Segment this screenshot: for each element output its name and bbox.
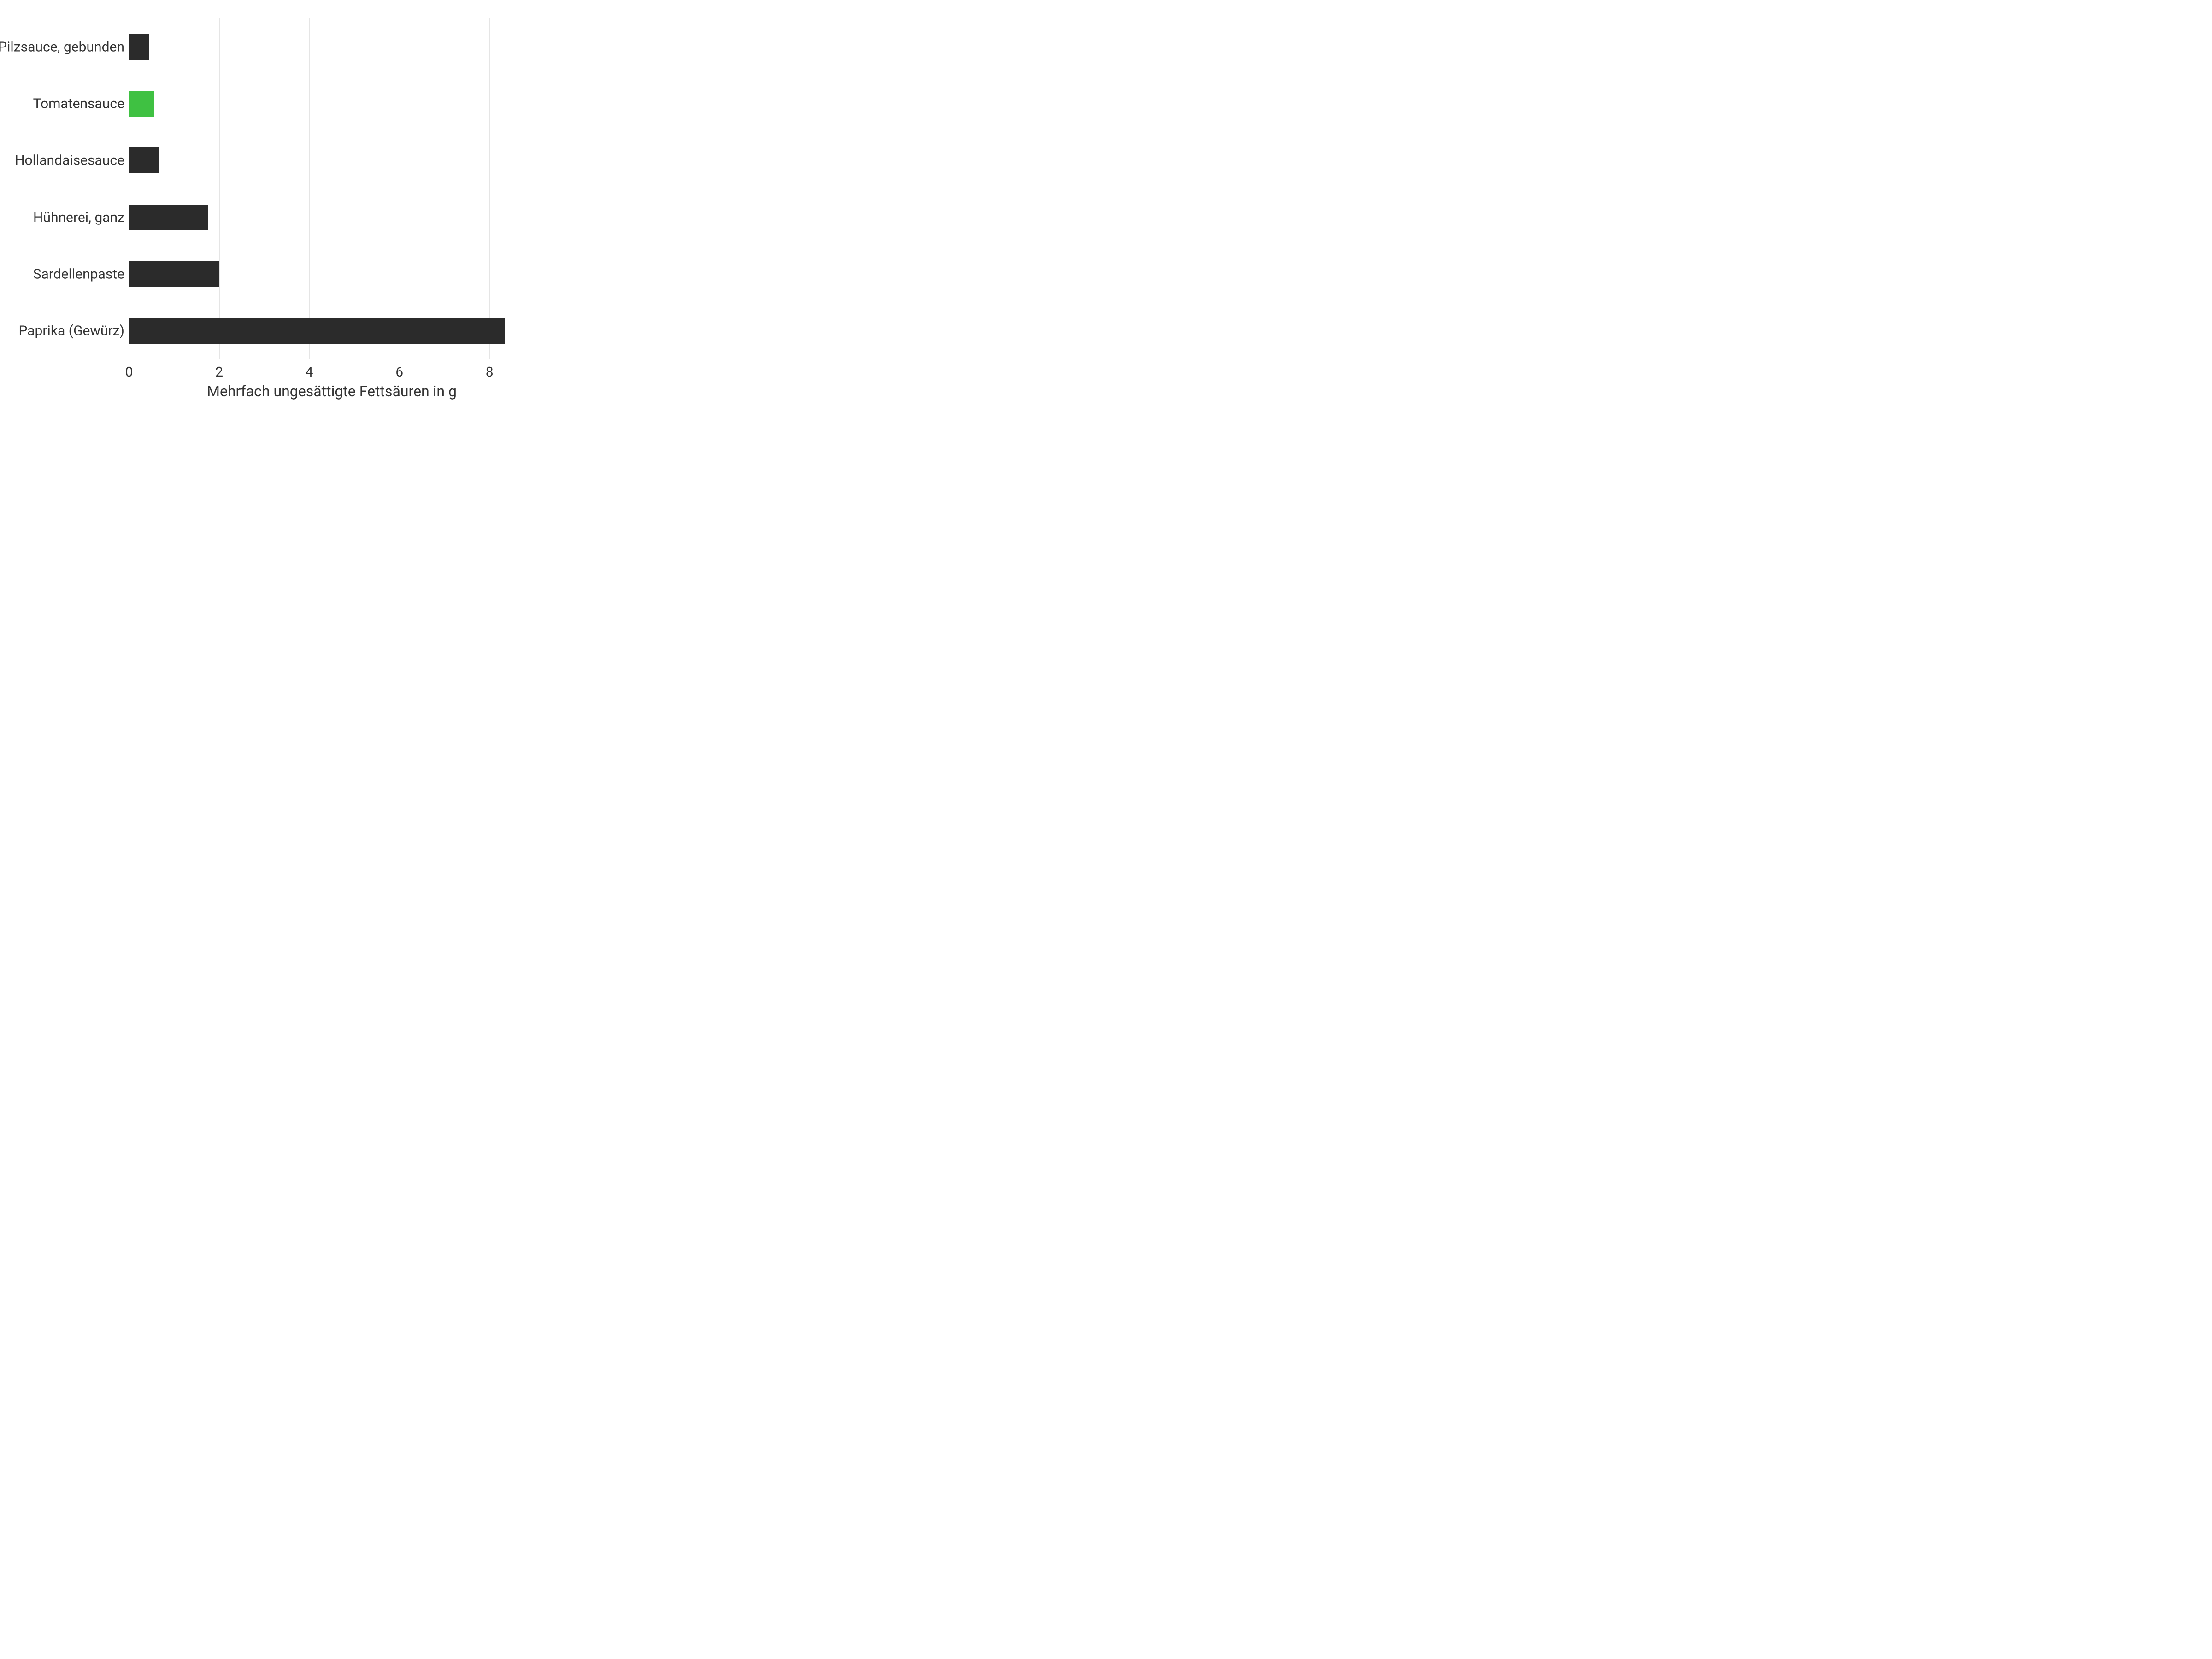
bar [129, 34, 149, 60]
bar [129, 318, 505, 344]
y-axis-label: Sardellenpaste [33, 266, 124, 282]
bar [129, 205, 208, 230]
y-axis-label: Tomatensauce [33, 95, 124, 112]
gridline [489, 18, 490, 359]
chart-container: Pilzsauce, gebunden Tomatensauce Hollandai… [0, 0, 553, 415]
x-axis-tick-label: 0 [125, 364, 133, 380]
y-axis-label: Hühnerei, ganz [33, 209, 124, 225]
y-axis-label: Hollandaisesauce [15, 153, 124, 169]
gridline [309, 18, 310, 359]
x-axis-title: Mehrfach ungesättigte Fettsäuren in g [129, 382, 535, 400]
x-axis-tick-label: 4 [306, 364, 313, 380]
bar [129, 91, 154, 117]
plot-area [129, 18, 535, 359]
x-axis-tick-label: 8 [486, 364, 494, 380]
x-axis-tick-label: 2 [215, 364, 223, 380]
gridline [219, 18, 220, 359]
y-axis-label: Pilzsauce, gebunden [0, 39, 124, 55]
y-axis-label: Paprika (Gewürz) [18, 323, 124, 339]
bar [129, 261, 219, 287]
bar [129, 147, 159, 173]
x-axis-tick-label: 6 [395, 364, 403, 380]
